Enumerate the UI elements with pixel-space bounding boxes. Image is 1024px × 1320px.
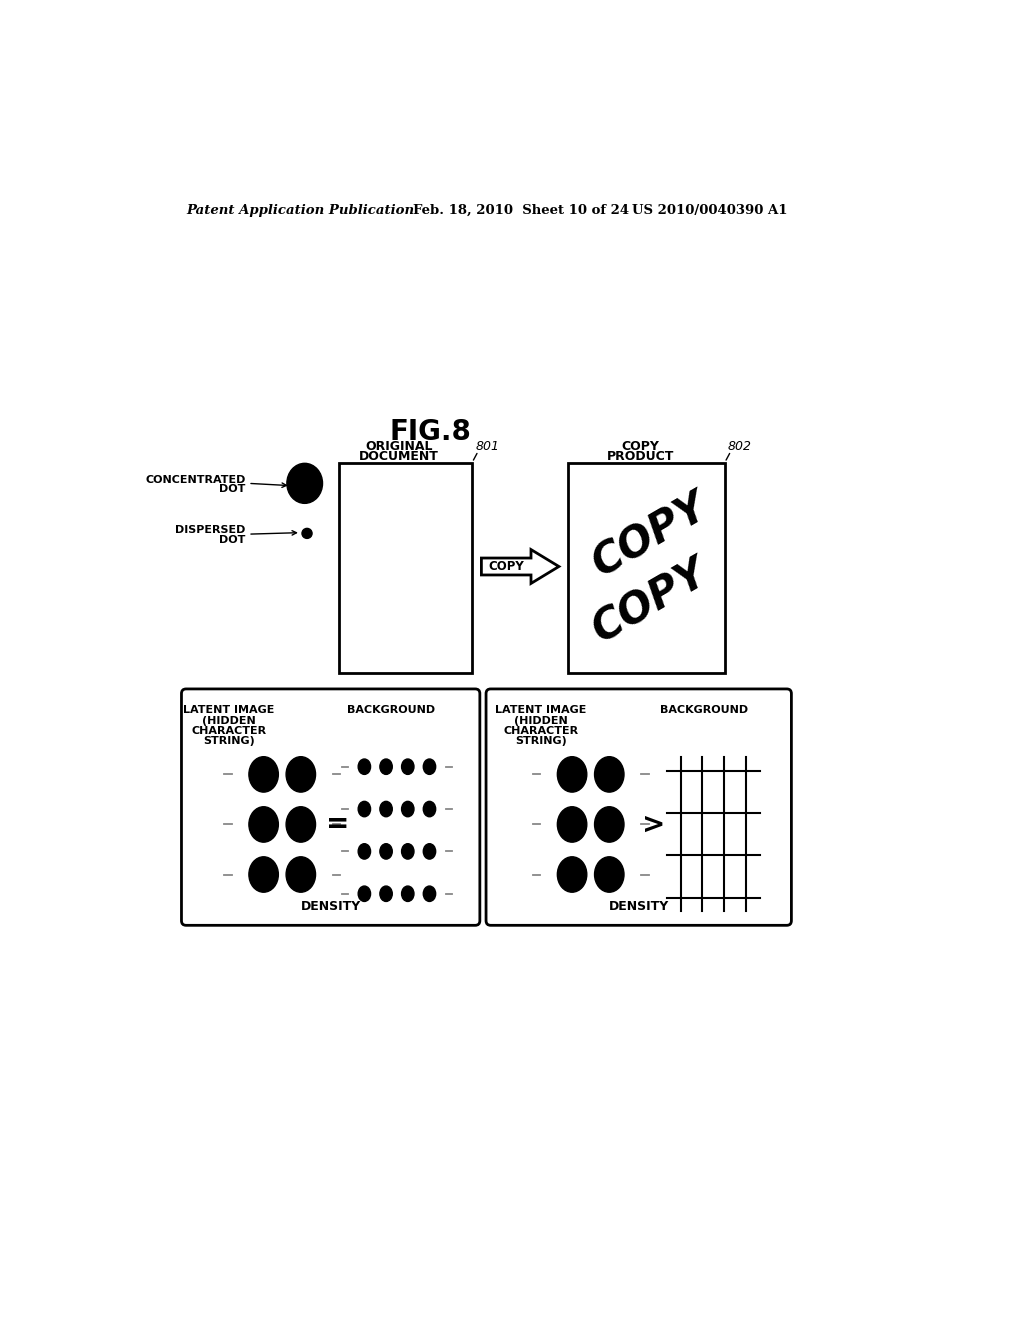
Ellipse shape: [249, 807, 279, 842]
Text: DOCUMENT: DOCUMENT: [359, 450, 439, 463]
Text: FIG.8: FIG.8: [389, 417, 471, 446]
Ellipse shape: [557, 807, 587, 842]
Ellipse shape: [401, 886, 414, 902]
Text: >: >: [642, 810, 666, 838]
Ellipse shape: [380, 801, 392, 817]
Ellipse shape: [358, 801, 371, 817]
Ellipse shape: [595, 857, 624, 892]
Ellipse shape: [595, 807, 624, 842]
Ellipse shape: [302, 528, 312, 539]
Bar: [568, 462, 725, 673]
Ellipse shape: [557, 756, 587, 792]
Ellipse shape: [286, 807, 315, 842]
Ellipse shape: [557, 857, 587, 892]
Text: BACKGROUND: BACKGROUND: [347, 705, 435, 715]
Ellipse shape: [423, 759, 435, 775]
Text: STRING): STRING): [515, 735, 567, 746]
Text: COPY: COPY: [585, 486, 716, 586]
Ellipse shape: [249, 857, 279, 892]
Text: 802: 802: [728, 440, 752, 453]
Ellipse shape: [401, 801, 414, 817]
Text: DENSITY: DENSITY: [608, 900, 669, 913]
Bar: [339, 462, 472, 673]
Text: US 2010/0040390 A1: US 2010/0040390 A1: [632, 205, 787, 218]
Ellipse shape: [423, 801, 435, 817]
Text: PRODUCT: PRODUCT: [606, 450, 674, 463]
FancyBboxPatch shape: [486, 689, 792, 925]
Ellipse shape: [286, 857, 315, 892]
Text: COPY: COPY: [585, 552, 716, 651]
Text: ORIGINAL: ORIGINAL: [366, 440, 433, 453]
Text: DENSITY: DENSITY: [300, 900, 360, 913]
Text: COPY: COPY: [488, 560, 524, 573]
Text: LATENT IMAGE: LATENT IMAGE: [496, 705, 587, 715]
Text: Patent Application Publication: Patent Application Publication: [186, 205, 415, 218]
Ellipse shape: [287, 463, 323, 503]
Ellipse shape: [249, 756, 279, 792]
Ellipse shape: [380, 886, 392, 902]
Ellipse shape: [401, 759, 414, 775]
Text: COPY: COPY: [622, 440, 659, 453]
Ellipse shape: [380, 843, 392, 859]
Text: CONCENTRATED: CONCENTRATED: [145, 475, 246, 486]
Ellipse shape: [423, 843, 435, 859]
Text: 801: 801: [475, 440, 500, 453]
Ellipse shape: [358, 886, 371, 902]
Text: BACKGROUND: BACKGROUND: [659, 705, 748, 715]
Ellipse shape: [380, 759, 392, 775]
Text: Feb. 18, 2010  Sheet 10 of 24: Feb. 18, 2010 Sheet 10 of 24: [414, 205, 630, 218]
Ellipse shape: [358, 759, 371, 775]
Text: (HIDDEN: (HIDDEN: [202, 715, 256, 726]
Text: DISPERSED: DISPERSED: [175, 525, 246, 536]
Text: (HIDDEN: (HIDDEN: [514, 715, 568, 726]
Text: =: =: [326, 810, 349, 838]
Text: DOT: DOT: [219, 484, 246, 495]
Polygon shape: [481, 549, 559, 583]
Ellipse shape: [401, 843, 414, 859]
Ellipse shape: [423, 886, 435, 902]
FancyBboxPatch shape: [181, 689, 480, 925]
Text: CHARACTER: CHARACTER: [191, 726, 266, 735]
Ellipse shape: [358, 843, 371, 859]
Text: LATENT IMAGE: LATENT IMAGE: [183, 705, 274, 715]
Text: CHARACTER: CHARACTER: [504, 726, 579, 735]
Text: DOT: DOT: [219, 535, 246, 545]
Text: STRING): STRING): [203, 735, 255, 746]
Ellipse shape: [595, 756, 624, 792]
Ellipse shape: [286, 756, 315, 792]
